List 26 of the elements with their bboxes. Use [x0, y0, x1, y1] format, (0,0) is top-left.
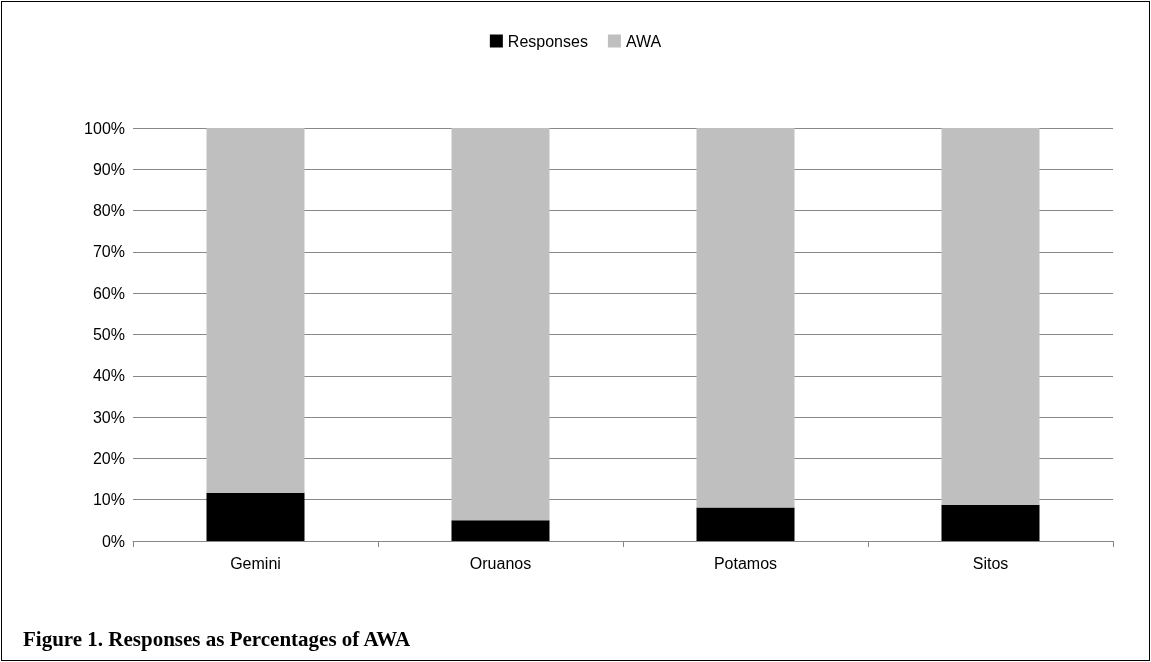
- y-tick-label: 0%: [101, 532, 125, 550]
- x-tick-label: Sitos: [972, 554, 1009, 572]
- x-tick-label: Potamos: [713, 554, 778, 572]
- bar: [941, 128, 1040, 505]
- bar: [451, 520, 550, 541]
- bar: [206, 128, 305, 493]
- y-tick-label: 70%: [92, 243, 125, 261]
- y-tick-label: 50%: [92, 326, 125, 343]
- bar: [696, 128, 795, 508]
- legend-label: Responses: [507, 32, 588, 50]
- y-tick-label: 30%: [92, 408, 125, 426]
- bar: [451, 128, 550, 521]
- x-tick-label: Gemini: [230, 554, 281, 572]
- y-tick-label: 20%: [92, 449, 125, 467]
- text: Figure 1. Responses as Percentages of AWA: [23, 626, 411, 651]
- y-tick-label: 10%: [92, 491, 125, 509]
- bar: [206, 492, 305, 541]
- y-tick-label: 80%: [92, 202, 125, 220]
- y-tick-label: 60%: [92, 284, 125, 302]
- legend-label: AWA: [625, 32, 662, 50]
- y-tick-label: 40%: [92, 367, 125, 385]
- y-tick-label: 90%: [92, 160, 125, 178]
- bar: [696, 507, 795, 541]
- bar: [941, 504, 1040, 541]
- y-tick-label: 100%: [84, 119, 125, 137]
- x-tick-label: Oruanos: [469, 554, 532, 572]
